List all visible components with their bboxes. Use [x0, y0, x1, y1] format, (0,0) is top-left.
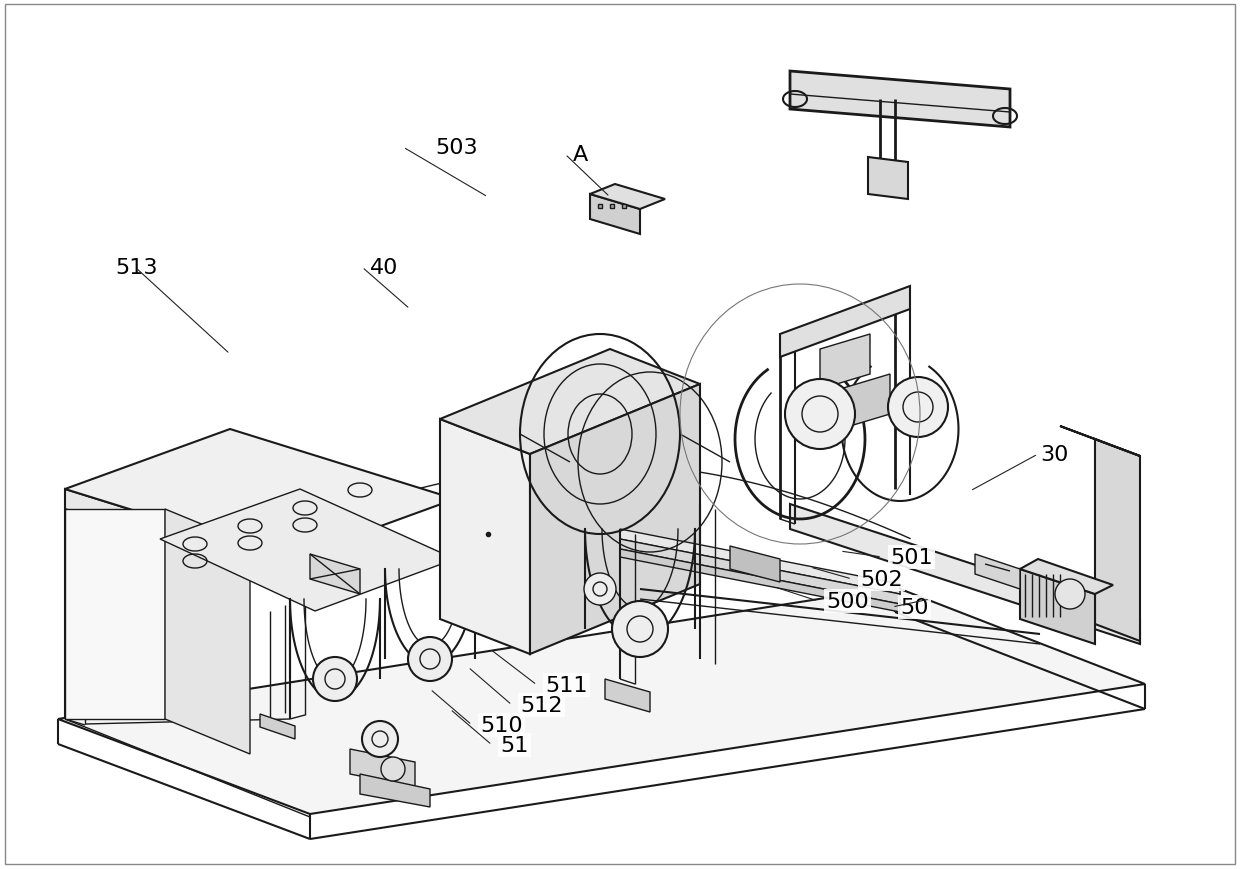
- Circle shape: [785, 380, 856, 449]
- Polygon shape: [64, 509, 165, 720]
- Polygon shape: [58, 587, 1145, 814]
- Circle shape: [362, 721, 398, 757]
- Polygon shape: [590, 195, 640, 235]
- Polygon shape: [440, 349, 701, 454]
- Polygon shape: [440, 420, 529, 654]
- Circle shape: [408, 637, 453, 681]
- Polygon shape: [790, 504, 1140, 644]
- Text: 500: 500: [826, 591, 869, 611]
- Polygon shape: [730, 547, 780, 582]
- Text: 51: 51: [500, 735, 528, 755]
- Text: A: A: [573, 145, 588, 165]
- Polygon shape: [605, 680, 650, 713]
- Polygon shape: [529, 385, 701, 654]
- Polygon shape: [790, 72, 1011, 128]
- Polygon shape: [350, 749, 415, 787]
- Polygon shape: [260, 714, 295, 740]
- Text: 511: 511: [546, 675, 588, 695]
- Polygon shape: [165, 509, 250, 754]
- Polygon shape: [975, 554, 1021, 589]
- Text: 512: 512: [520, 695, 563, 715]
- Polygon shape: [620, 549, 900, 613]
- Polygon shape: [1021, 560, 1114, 594]
- Circle shape: [888, 377, 949, 437]
- Text: 502: 502: [861, 569, 903, 589]
- Polygon shape: [590, 185, 665, 209]
- Polygon shape: [1095, 440, 1140, 641]
- Polygon shape: [64, 489, 290, 580]
- Polygon shape: [1060, 427, 1140, 456]
- Polygon shape: [64, 429, 455, 560]
- Text: 40: 40: [370, 258, 398, 278]
- Polygon shape: [360, 774, 430, 807]
- Text: 510: 510: [480, 715, 522, 735]
- Polygon shape: [310, 554, 360, 594]
- Text: 30: 30: [1040, 444, 1069, 464]
- Circle shape: [381, 757, 405, 781]
- Circle shape: [584, 574, 616, 606]
- Text: 50: 50: [900, 597, 929, 617]
- Text: 513: 513: [115, 258, 157, 278]
- Polygon shape: [1021, 569, 1095, 644]
- Polygon shape: [160, 489, 455, 611]
- Polygon shape: [868, 158, 908, 200]
- Text: 503: 503: [435, 138, 477, 158]
- Polygon shape: [620, 529, 900, 594]
- Circle shape: [613, 601, 668, 657]
- Polygon shape: [839, 375, 890, 429]
- Circle shape: [1055, 580, 1085, 609]
- Polygon shape: [620, 540, 900, 604]
- Polygon shape: [780, 287, 910, 357]
- Text: 501: 501: [890, 547, 932, 567]
- Polygon shape: [820, 335, 870, 389]
- Circle shape: [312, 657, 357, 701]
